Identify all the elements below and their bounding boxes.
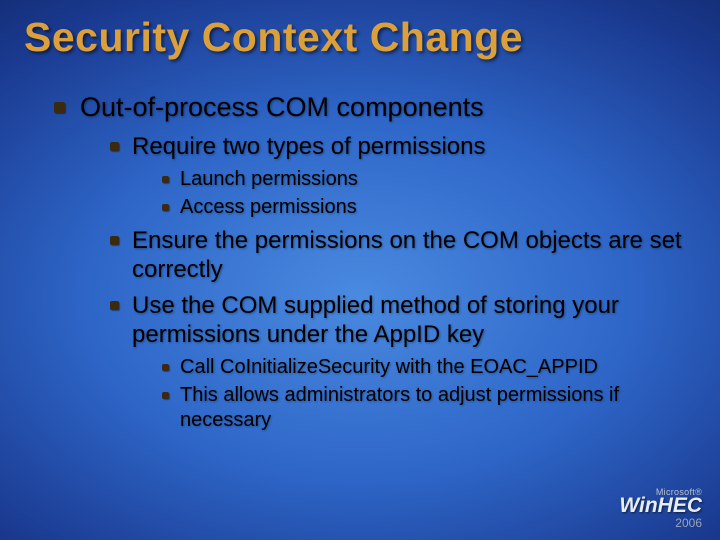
bullet-text: Use the COM supplied method of storing y… — [132, 292, 619, 348]
bullet-text: Out-of-process COM components — [80, 92, 484, 122]
bullet-icon — [162, 176, 169, 183]
bullet-icon — [110, 236, 119, 245]
bullet-text: Call CoInitializeSecurity with the EOAC_… — [180, 356, 598, 378]
list-item: Use the COM supplied method of storing y… — [110, 291, 696, 434]
bullet-icon — [110, 142, 119, 151]
slide-title: Security Context Change — [24, 14, 696, 61]
list-item: Ensure the permissions on the COM object… — [110, 226, 696, 285]
list-item: Access permissions — [162, 195, 696, 220]
bullet-text: Ensure the permissions on the COM object… — [132, 227, 682, 283]
list-item: This allows administrators to adjust per… — [162, 383, 696, 433]
bullet-list-lvl2: Require two types of permissions Launch … — [110, 132, 696, 433]
bullet-text: Require two types of permissions — [132, 133, 485, 160]
logo-year: 2006 — [619, 516, 702, 530]
logo-brand: WinHEC — [619, 494, 702, 517]
bullet-text: Launch permissions — [180, 168, 358, 190]
bullet-icon — [110, 301, 119, 310]
winhec-logo: Microsoft® WinHEC 2006 — [619, 487, 702, 530]
bullet-text: This allows administrators to adjust per… — [180, 384, 619, 431]
list-item: Launch permissions — [162, 167, 696, 192]
bullet-icon — [162, 364, 169, 371]
slide: Security Context Change Out-of-process C… — [0, 0, 720, 540]
list-item: Out-of-process COM components Require tw… — [54, 91, 696, 433]
bullet-list-lvl1: Out-of-process COM components Require tw… — [54, 91, 696, 433]
bullet-list-lvl3: Call CoInitializeSecurity with the EOAC_… — [162, 355, 696, 433]
list-item: Require two types of permissions Launch … — [110, 132, 696, 220]
bullet-icon — [162, 392, 169, 399]
bullet-list-lvl3: Launch permissions Access permissions — [162, 167, 696, 220]
bullet-text: Access permissions — [180, 196, 357, 218]
bullet-icon — [54, 102, 65, 113]
list-item: Call CoInitializeSecurity with the EOAC_… — [162, 355, 696, 380]
bullet-icon — [162, 204, 169, 211]
